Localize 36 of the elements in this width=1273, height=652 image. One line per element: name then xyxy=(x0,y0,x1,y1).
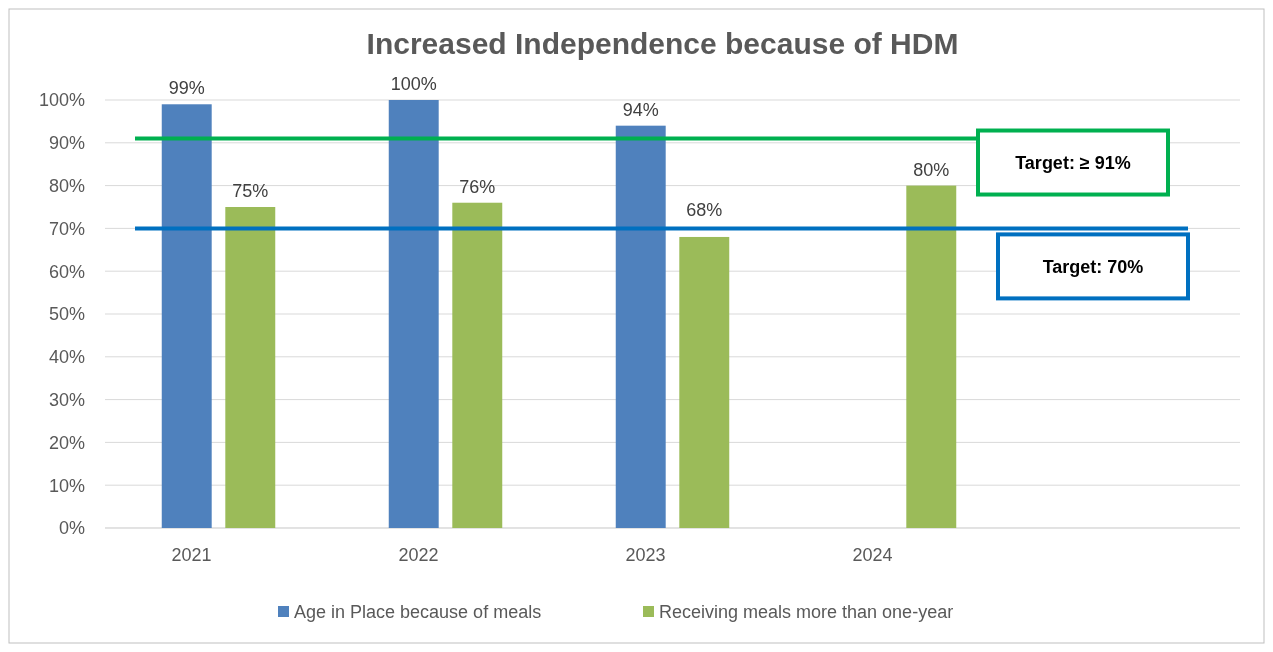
bar xyxy=(679,236,730,528)
y-tick-label: 50% xyxy=(48,304,85,325)
text: 100% xyxy=(390,74,437,94)
text: 99% xyxy=(168,78,205,99)
bar xyxy=(388,100,439,528)
text: 94% xyxy=(622,99,659,120)
bar xyxy=(615,125,666,528)
text: 68% xyxy=(686,200,723,221)
y-tick-label: 80% xyxy=(48,175,85,196)
label-box: Target: ≥ 91% xyxy=(976,128,1170,197)
y-tick-label: 70% xyxy=(48,218,85,239)
x-tick-label: 2024 xyxy=(852,545,893,565)
bar xyxy=(906,185,957,528)
text: 75% xyxy=(232,181,269,201)
text: 76% xyxy=(459,176,496,197)
y-tick-label: 90% xyxy=(48,133,85,154)
y-tick-label: 10% xyxy=(48,475,85,496)
y-tick-label: 30% xyxy=(48,389,85,410)
y-tick-label: 20% xyxy=(48,432,85,453)
x-tick-label: 2022 xyxy=(398,545,439,565)
y-tick-label: 60% xyxy=(48,261,85,282)
ref-line-label: Target: ≥ 91% xyxy=(1015,152,1131,173)
label-box: Target: 70% xyxy=(996,232,1190,301)
x-tick-label: 2023 xyxy=(625,545,666,565)
legend-label: Age in Place because of meals xyxy=(294,602,542,623)
y-tick-label: 40% xyxy=(48,347,85,368)
ref-line-label: Target: 70% xyxy=(1042,256,1144,277)
y-tick-label: 0% xyxy=(58,518,85,539)
text: 80% xyxy=(913,159,950,180)
bar xyxy=(161,104,212,528)
y-tick-label: 100% xyxy=(38,90,85,111)
x-tick-label: 2021 xyxy=(171,545,212,565)
bar xyxy=(452,202,503,528)
bar xyxy=(225,207,276,528)
legend-label: Receiving meals more than one-year xyxy=(659,602,954,623)
chart-title: Increased Independence because of HDM xyxy=(366,27,959,60)
